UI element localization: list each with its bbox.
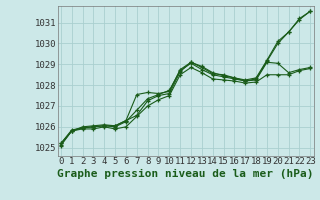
X-axis label: Graphe pression niveau de la mer (hPa): Graphe pression niveau de la mer (hPa)	[57, 169, 314, 179]
